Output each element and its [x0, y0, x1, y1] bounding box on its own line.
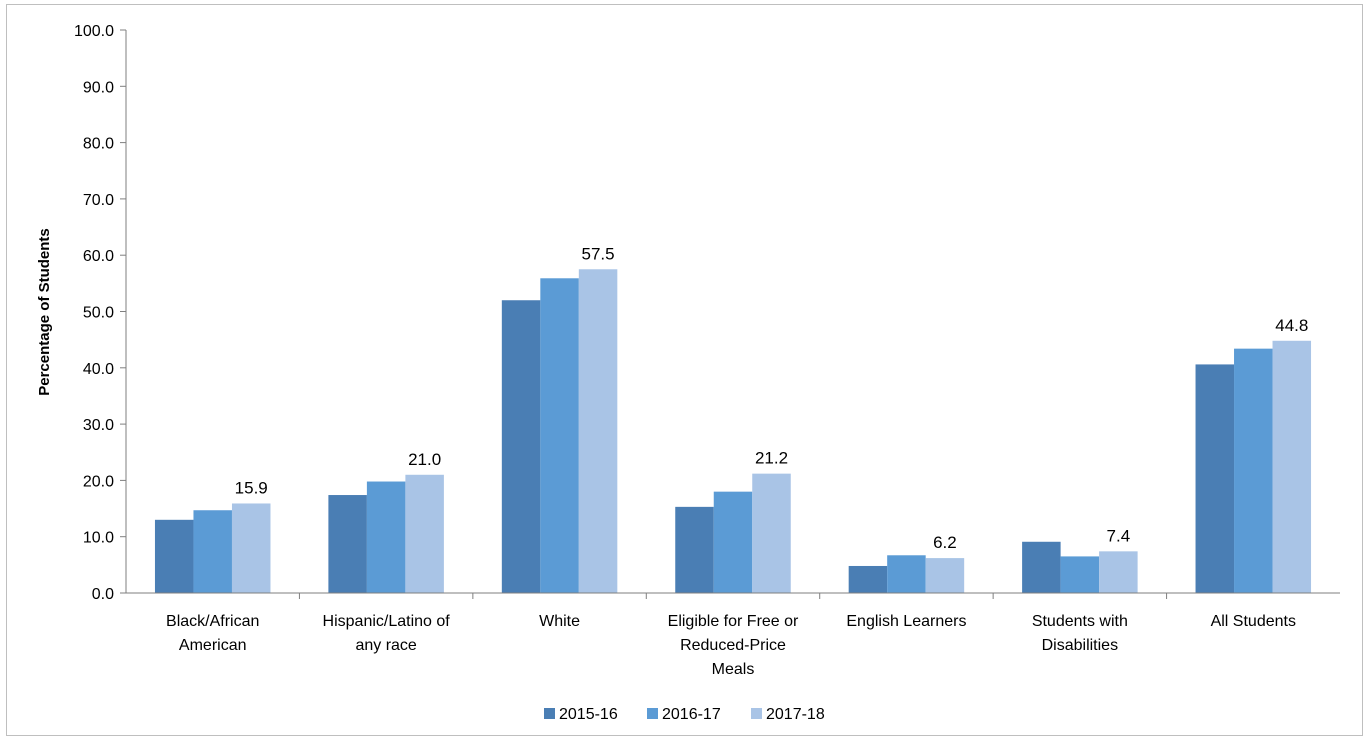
y-tick-label: 60.0 [83, 248, 114, 265]
bar-2015-16-cat-3 [675, 506, 714, 593]
bar-2017-18-cat-1 [405, 474, 444, 593]
bar-2017-18-cat-6 [1272, 340, 1312, 593]
bars [154, 269, 1312, 593]
y-tick-label: 80.0 [83, 136, 114, 153]
category-label: Reduced-Price [680, 637, 786, 654]
bar-2016-17-cat-2 [540, 278, 579, 593]
bar-2017-18-cat-0 [231, 503, 271, 593]
data-label: 15.9 [235, 478, 268, 497]
legend-label-2016-17: 2016-17 [662, 706, 721, 723]
data-label: 21.2 [755, 449, 788, 468]
data-label: 21.0 [408, 450, 441, 469]
y-axis-ticks: 0.0 10.0 20.0 30.0 40.0 50.0 60.0 70.0 80.0 90.0 1… [74, 23, 126, 603]
category-label: Eligible for Free or [668, 613, 799, 630]
y-tick-label: 50.0 [83, 305, 114, 322]
data-labels: 15.9 21.0 57.5 21.2 6.2 7.4 44.8 [235, 244, 1309, 552]
category-label: Meals [712, 661, 755, 678]
chart-frame [6, 4, 1363, 736]
legend-label-2017-18: 2017-18 [766, 706, 825, 723]
y-tick-label: 40.0 [83, 361, 114, 378]
bar-2017-18-cat-5 [1099, 551, 1138, 593]
category-label: All Students [1211, 613, 1296, 630]
bar-2015-16-cat-0 [154, 519, 194, 593]
y-tick-label: 30.0 [83, 417, 114, 434]
bar-2016-17-cat-5 [1060, 556, 1100, 593]
legend-swatch-2015-16 [544, 708, 555, 719]
category-label: Black/African [166, 613, 259, 630]
category-labels: Black/African American Hispanic/Latino of a… [166, 593, 1296, 678]
data-label: 44.8 [1275, 316, 1308, 335]
data-label: 7.4 [1107, 526, 1131, 545]
bar-2016-17-cat-4 [887, 555, 926, 593]
category-label: White [539, 613, 580, 630]
category-label: Students with [1032, 613, 1128, 630]
bar-2015-16-cat-6 [1195, 364, 1235, 593]
y-tick-label: 10.0 [83, 530, 114, 547]
category-label: English Learners [846, 613, 966, 630]
y-tick-label: 0.0 [92, 586, 114, 603]
legend-swatch-2017-18 [751, 708, 762, 719]
category-label: Disabilities [1042, 637, 1118, 654]
bar-2017-18-cat-2 [578, 269, 618, 593]
category-label: American [179, 637, 247, 654]
bar-2015-16-cat-4 [848, 565, 888, 593]
y-axis-label: Percentage of Students [36, 228, 53, 396]
y-tick-label: 70.0 [83, 192, 114, 209]
legend-label-2015-16: 2015-16 [559, 706, 618, 723]
y-tick-label: 100.0 [74, 23, 114, 40]
legend: 2015-16 2016-17 2017-18 [544, 706, 825, 723]
bar-2016-17-cat-3 [713, 491, 753, 593]
category-label: any race [355, 637, 416, 654]
bar-2015-16-cat-1 [328, 495, 367, 593]
bar-2016-17-cat-6 [1234, 348, 1273, 593]
y-tick-label: 90.0 [83, 79, 114, 96]
bar-2016-17-cat-1 [366, 481, 406, 593]
bar-2017-18-cat-4 [925, 558, 965, 593]
bar-2015-16-cat-5 [1022, 541, 1061, 593]
bar-2015-16-cat-2 [501, 300, 541, 593]
y-tick-label: 20.0 [83, 473, 114, 490]
data-label: 57.5 [582, 244, 615, 263]
category-label: Hispanic/Latino of [323, 613, 451, 630]
bar-2016-17-cat-0 [193, 510, 232, 593]
legend-swatch-2016-17 [647, 708, 658, 719]
bar-2017-18-cat-3 [752, 473, 791, 593]
data-label: 6.2 [933, 533, 957, 552]
